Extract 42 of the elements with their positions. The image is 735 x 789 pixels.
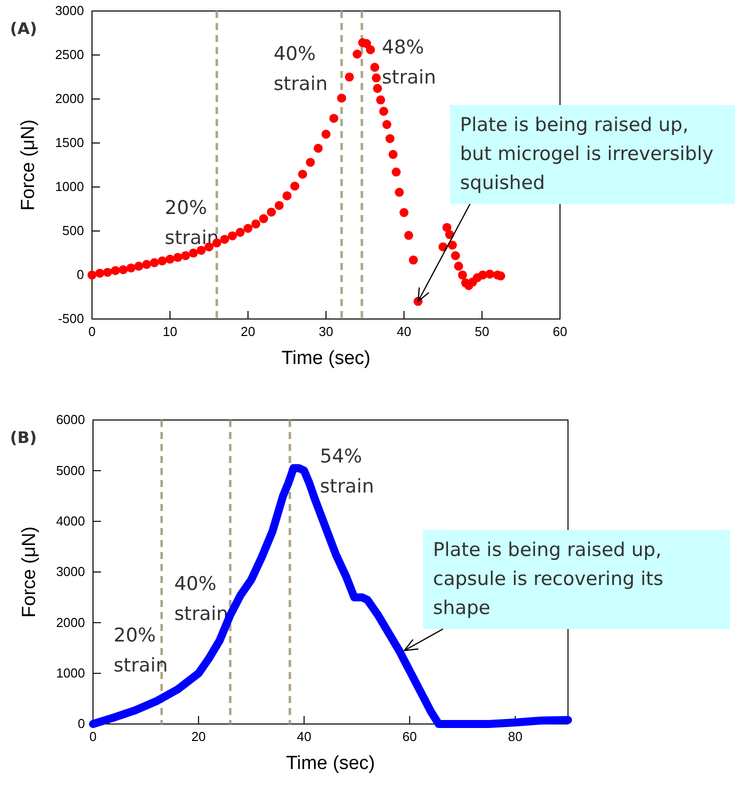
note-box: Plate is being raised up, but microgel is irreversibly squished [450, 105, 735, 204]
x-tick-label: 0 [89, 729, 97, 744]
y-tick-label: 0 [78, 716, 85, 732]
y-tick-label: 1000 [56, 665, 85, 680]
x-tick-label: 10 [162, 324, 178, 340]
ref-line-label: 40% strain [174, 573, 228, 625]
ref-line-label: 20% strain [114, 624, 168, 677]
ref-line-label: 54% strain [320, 445, 374, 498]
note-box: Plate is being raised up, capsule is recovering its shape [423, 530, 730, 629]
y-tick-label: 0 [76, 267, 84, 282]
y-tick-label: 1000 [55, 179, 84, 194]
y-tick-label: 2500 [55, 47, 84, 62]
x-tick-label: 50 [474, 324, 490, 340]
text: (A) [10, 19, 38, 38]
annotation: Plate is being raised up, capsule is recovering its shape [433, 539, 664, 619]
x-tick-label: 60 [552, 324, 568, 340]
x-axis-title: Time (sec) [281, 348, 371, 369]
x-tick-label: 20 [240, 324, 256, 340]
y-axis-title: Force (μN) [18, 119, 39, 211]
y-tick-label: -500 [58, 311, 84, 326]
x-tick-label: 0 [88, 324, 96, 340]
x-tick-label: 80 [508, 729, 522, 744]
y-tick-label: 3000 [55, 3, 84, 18]
x-tick-label: 30 [318, 324, 334, 340]
x-tick-label: 20 [191, 729, 206, 744]
x-tick-label: 40 [296, 729, 312, 744]
x-tick-label: 60 [402, 729, 417, 744]
y-tick-label: 2000 [55, 91, 84, 106]
x-axis-title: Time (sec) [286, 753, 376, 774]
y-tick-label: 1500 [55, 135, 84, 150]
text: (B) [10, 428, 37, 447]
x-tick-label: 40 [396, 324, 412, 340]
y-tick-label: 2000 [56, 614, 85, 630]
ref-line-label: 40% strain [274, 42, 328, 95]
annotation: Plate is being raised up, but microgel is irreversibly squished [460, 114, 714, 194]
y-tick-label: 3000 [56, 564, 85, 580]
y-tick-label: 6000 [56, 412, 85, 428]
y-tick-label: 500 [62, 223, 84, 238]
y-tick-label: 5000 [56, 462, 85, 478]
ref-line-label: 48% strain [382, 36, 436, 89]
y-tick-label: 4000 [56, 513, 85, 528]
y-axis-title: Force (μN) [19, 526, 40, 618]
